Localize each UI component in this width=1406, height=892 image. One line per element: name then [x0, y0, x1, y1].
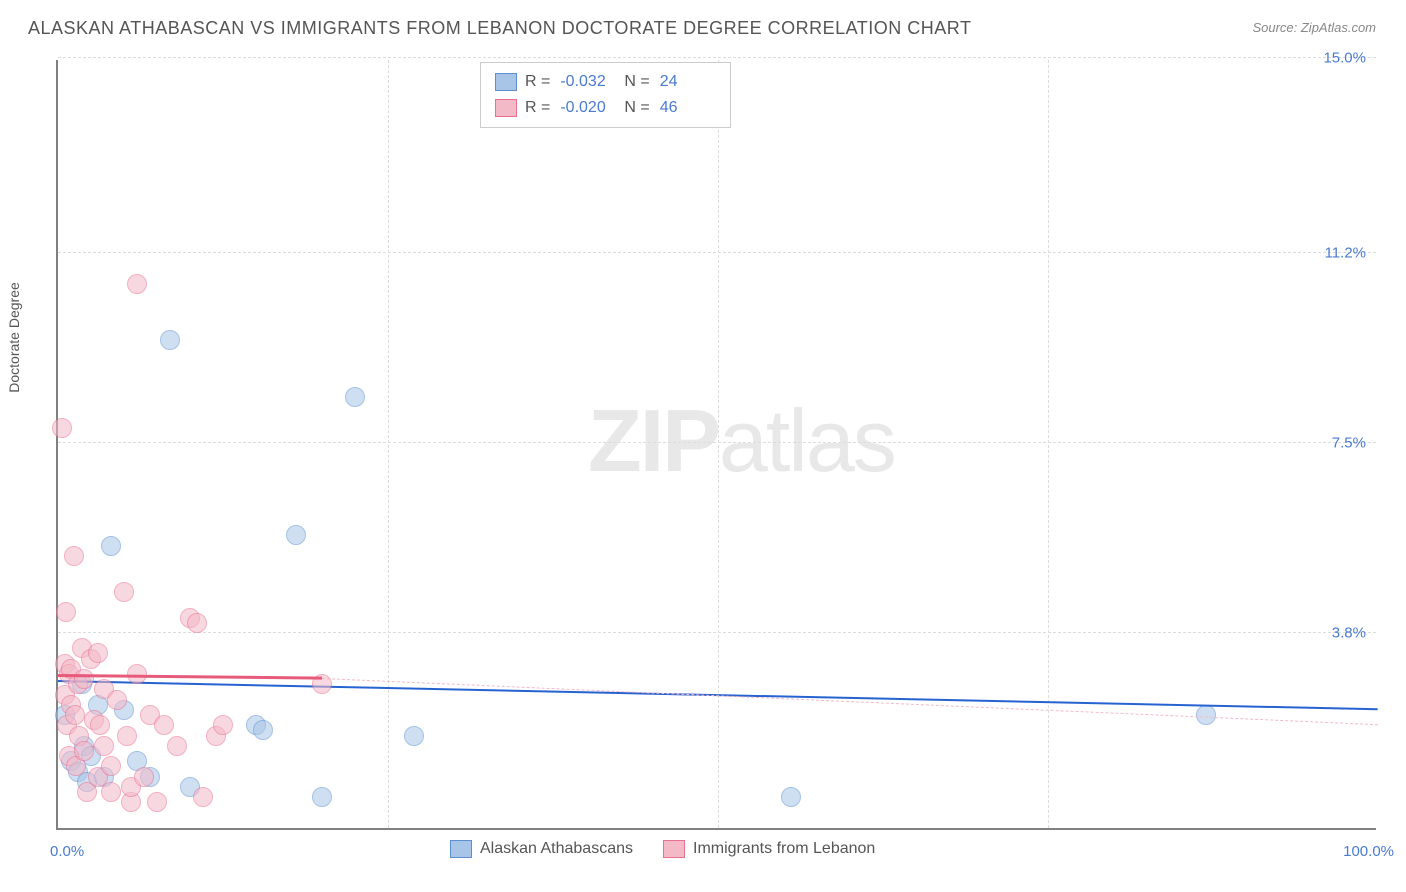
data-point [65, 705, 85, 725]
data-point [345, 387, 365, 407]
x-axis-min-label: 0.0% [50, 843, 84, 860]
trend-line [58, 674, 322, 680]
data-point [286, 525, 306, 545]
data-point [88, 643, 108, 663]
data-point [134, 767, 154, 787]
chart-title: ALASKAN ATHABASCAN VS IMMIGRANTS FROM LE… [28, 18, 971, 39]
legend-swatch [450, 840, 472, 858]
data-point [127, 274, 147, 294]
data-point [187, 613, 207, 633]
data-point [117, 726, 137, 746]
y-tick-label: 3.8% [1332, 624, 1366, 641]
data-point [114, 582, 134, 602]
data-point [52, 418, 72, 438]
plot-area: ZIPatlas 3.8%7.5%11.2%15.0% [56, 60, 1376, 830]
y-tick-label: 11.2% [1325, 245, 1366, 262]
data-point [56, 602, 76, 622]
data-point [101, 756, 121, 776]
series-legend: Alaskan Athabascans Immigrants from Leban… [450, 840, 875, 858]
legend-swatch [495, 73, 517, 91]
data-point [107, 690, 127, 710]
legend-swatch [495, 99, 517, 117]
data-point [253, 720, 273, 740]
gridline [58, 252, 1376, 253]
legend-item: Alaskan Athabascans [450, 840, 633, 858]
source-label: Source: ZipAtlas.com [1252, 20, 1376, 35]
correlation-legend: R =-0.032N =24R =-0.020N =46 [480, 62, 731, 128]
data-point [781, 787, 801, 807]
data-point [154, 715, 174, 735]
data-point [94, 736, 114, 756]
gridline [388, 60, 389, 828]
data-point [1196, 705, 1216, 725]
gridline [718, 60, 719, 828]
data-point [64, 546, 84, 566]
gridline [58, 442, 1376, 443]
data-point [193, 787, 213, 807]
data-point [90, 715, 110, 735]
y-tick-label: 7.5% [1332, 435, 1366, 452]
legend-row: R =-0.020N =46 [495, 95, 716, 121]
x-axis-max-label: 100.0% [1343, 843, 1394, 860]
data-point [101, 782, 121, 802]
watermark: ZIPatlas [588, 390, 895, 492]
data-point [167, 736, 187, 756]
data-point [404, 726, 424, 746]
legend-item: Immigrants from Lebanon [663, 840, 875, 858]
legend-row: R =-0.032N =24 [495, 69, 716, 95]
data-point [74, 669, 94, 689]
data-point [101, 536, 121, 556]
gridline [58, 57, 1376, 58]
legend-swatch [663, 840, 685, 858]
gridline [1048, 60, 1049, 828]
y-tick-label: 15.0% [1323, 50, 1366, 67]
trend-line [322, 678, 1378, 725]
data-point [312, 787, 332, 807]
y-axis-label: Doctorate Degree [6, 282, 22, 393]
gridline [58, 632, 1376, 633]
data-point [74, 741, 94, 761]
data-point [160, 330, 180, 350]
data-point [213, 715, 233, 735]
data-point [147, 792, 167, 812]
